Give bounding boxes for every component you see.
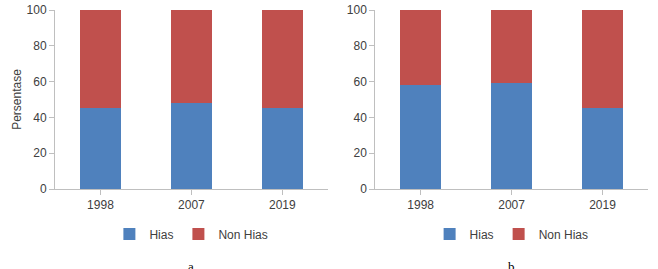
svg-text:0: 0: [360, 182, 367, 196]
svg-text:2019: 2019: [589, 198, 616, 212]
svg-text:1998: 1998: [407, 198, 434, 212]
svg-text:40: 40: [33, 111, 47, 125]
svg-text:a: a: [188, 259, 194, 269]
svg-text:Non Hias: Non Hias: [539, 228, 588, 242]
svg-text:20: 20: [353, 146, 367, 160]
svg-text:20: 20: [33, 146, 47, 160]
svg-text:Hias: Hias: [470, 228, 494, 242]
svg-text:Hias: Hias: [149, 228, 173, 242]
svg-text:2019: 2019: [269, 198, 296, 212]
svg-text:60: 60: [353, 75, 367, 89]
svg-text:0: 0: [40, 182, 47, 196]
svg-text:80: 80: [353, 39, 367, 53]
svg-text:b: b: [508, 259, 515, 269]
svg-text:2007: 2007: [498, 198, 525, 212]
svg-text:60: 60: [33, 75, 47, 89]
svg-text:40: 40: [353, 111, 367, 125]
svg-text:Persentase: Persentase: [10, 69, 24, 130]
svg-text:1998: 1998: [87, 198, 114, 212]
svg-text:2007: 2007: [178, 198, 205, 212]
svg-text:100: 100: [347, 3, 367, 17]
svg-text:Non Hias: Non Hias: [218, 228, 267, 242]
svg-text:80: 80: [33, 39, 47, 53]
svg-text:100: 100: [27, 3, 47, 17]
